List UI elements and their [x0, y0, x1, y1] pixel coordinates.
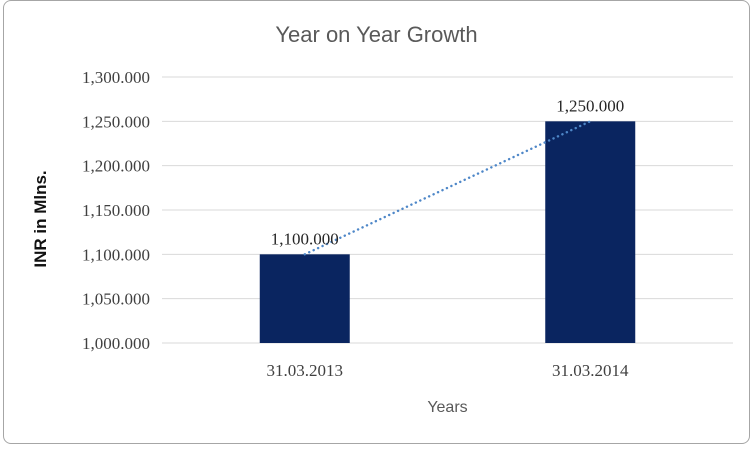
bar-data-label: 1,100.000 [271, 229, 339, 248]
trendline [303, 120, 592, 256]
y-tick-label: 1,200.000 [82, 157, 150, 176]
y-tick-label: 1,050.000 [82, 290, 150, 309]
y-tick-label: 1,150.000 [82, 201, 150, 220]
x-category-label: 31.03.2013 [267, 361, 344, 380]
bar [259, 254, 350, 343]
x-category-label: 31.03.2014 [552, 361, 629, 380]
y-tick-label: 1,000.000 [82, 334, 150, 353]
bar-data-label: 1,250.000 [556, 96, 624, 115]
chart-title: Year on Year Growth [275, 22, 478, 47]
y-tick-label: 1,100.000 [82, 245, 150, 264]
bar [545, 121, 636, 343]
y-tick-label: 1,250.000 [82, 112, 150, 131]
y-tick-label: 1,300.000 [82, 68, 150, 87]
x-axis-title: Years [427, 399, 468, 416]
